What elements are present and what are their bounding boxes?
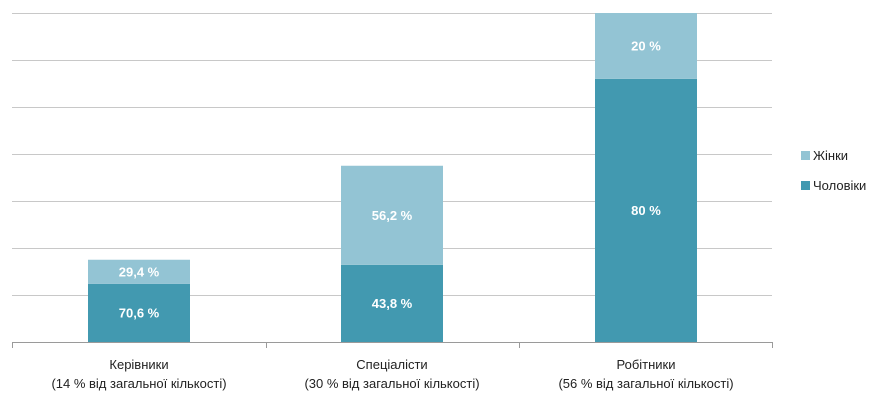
data-label: 80 % bbox=[631, 203, 661, 218]
legend: Жінки Чоловіки bbox=[801, 148, 866, 193]
bar-segment bbox=[88, 259, 190, 284]
legend-label: Чоловіки bbox=[813, 178, 866, 193]
legend-swatch bbox=[801, 151, 810, 160]
bar-segment bbox=[595, 78, 697, 343]
category-note: (30 % від загальної кількості) bbox=[304, 376, 479, 391]
bar-segment bbox=[88, 283, 190, 342]
data-label: 56,2 % bbox=[372, 208, 413, 223]
bars bbox=[88, 13, 697, 343]
legend-swatch bbox=[801, 181, 810, 190]
bar-segment bbox=[341, 264, 443, 342]
segment-labels: 70,6 % 29,4 % 43,8 % 56,2 % 80 % 20 % bbox=[119, 38, 661, 320]
category-label: Керівники bbox=[109, 357, 168, 372]
category-note: (56 % від загальної кількості) bbox=[558, 376, 733, 391]
legend-label: Жінки bbox=[813, 148, 848, 163]
data-label: 20 % bbox=[631, 38, 661, 53]
data-label: 43,8 % bbox=[372, 296, 413, 311]
bar-segment bbox=[595, 13, 697, 79]
category-labels: Керівники (14 % від загальної кількості) С… bbox=[51, 357, 733, 391]
data-label: 70,6 % bbox=[119, 305, 160, 320]
data-label: 29,4 % bbox=[119, 264, 160, 279]
category-label: Робітники bbox=[616, 357, 675, 372]
category-label: Спеціалісти bbox=[356, 357, 427, 372]
bar-segment bbox=[341, 165, 443, 265]
category-note: (14 % від загальної кількості) bbox=[51, 376, 226, 391]
